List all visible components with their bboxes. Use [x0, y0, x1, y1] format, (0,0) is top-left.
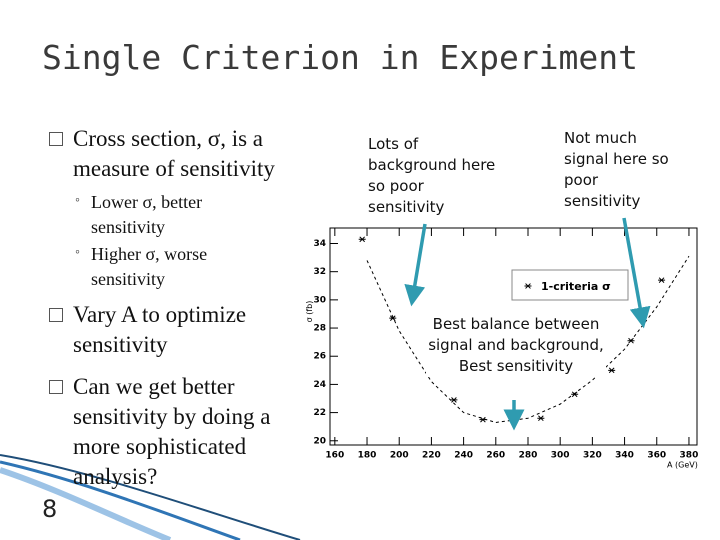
x-tick-label: 200 [390, 451, 409, 461]
legend-marker [524, 283, 532, 289]
bullet: Vary A to optimize sensitivity [73, 302, 247, 357]
legend-box [511, 269, 629, 301]
y-axis-label: σ (fb) [305, 301, 314, 323]
y-tick-label: 28 [313, 324, 326, 334]
annotation: Best balance between signal and backgrou… [426, 314, 606, 377]
page-number: 8 [42, 495, 58, 523]
bullet: Can we get better sensitivity by doing a… [73, 374, 271, 489]
x-axis-label: A (GeV) [667, 461, 698, 470]
sub-bullet-marker: ◦ [75, 245, 80, 260]
y-tick-label: 22 [313, 408, 326, 418]
annotation: Lots of background here so poor sensitiv… [368, 135, 496, 216]
legend-label: 1-criteria σ [541, 280, 611, 293]
bullet-box [49, 308, 63, 322]
plot-frame [329, 227, 698, 446]
x-tick-label: 340 [615, 451, 634, 461]
fit-curve [366, 255, 690, 423]
sub-bullet: Lower σ, better sensitivity [91, 192, 203, 237]
x-tick-label: 240 [454, 451, 473, 461]
data-point [389, 315, 397, 321]
chart: 160 180 200 220 240 260 280 300 320 340 360 380 20 22… [305, 227, 699, 470]
data-point [537, 415, 545, 422]
annotation: Not much signal here so poor sensitivity [564, 129, 669, 210]
bullet-box [49, 132, 63, 146]
x-tick-label: 380 [680, 451, 699, 461]
x-tick-label: 260 [486, 451, 505, 461]
arrow [622, 217, 651, 329]
x-tick-label: 300 [551, 451, 570, 461]
x-tick-label: 160 [325, 451, 344, 461]
data-point [658, 277, 666, 283]
sub-bullet: Higher σ, worse sensitivity [91, 244, 208, 289]
bullet: Cross section, σ, is a measure of sensit… [73, 126, 275, 181]
data-point [608, 367, 616, 374]
bullet-box [49, 380, 63, 394]
y-tick-label: 20 [313, 436, 326, 446]
swoosh [0, 460, 241, 540]
data-point [571, 391, 579, 398]
data-point [450, 397, 458, 403]
y-tick-label: 34 [313, 239, 326, 249]
x-tick-label: 280 [519, 451, 538, 461]
x-tick-label: 360 [647, 451, 666, 461]
x-tick-label: 320 [583, 451, 602, 461]
y-tick-label: 26 [313, 352, 326, 362]
slide-title: Single Criterion in Experiment [42, 38, 639, 77]
x-tick-label: 180 [358, 451, 377, 461]
y-tick-label: 30 [313, 295, 326, 305]
y-tick-label: 32 [313, 267, 326, 277]
swoosh [0, 467, 172, 540]
y-tick-label: 24 [313, 380, 326, 390]
data-point [358, 236, 366, 243]
swoosh [0, 454, 301, 540]
x-tick-label: 220 [422, 451, 441, 461]
arrow [404, 223, 427, 307]
sub-bullet-marker: ◦ [75, 193, 80, 208]
